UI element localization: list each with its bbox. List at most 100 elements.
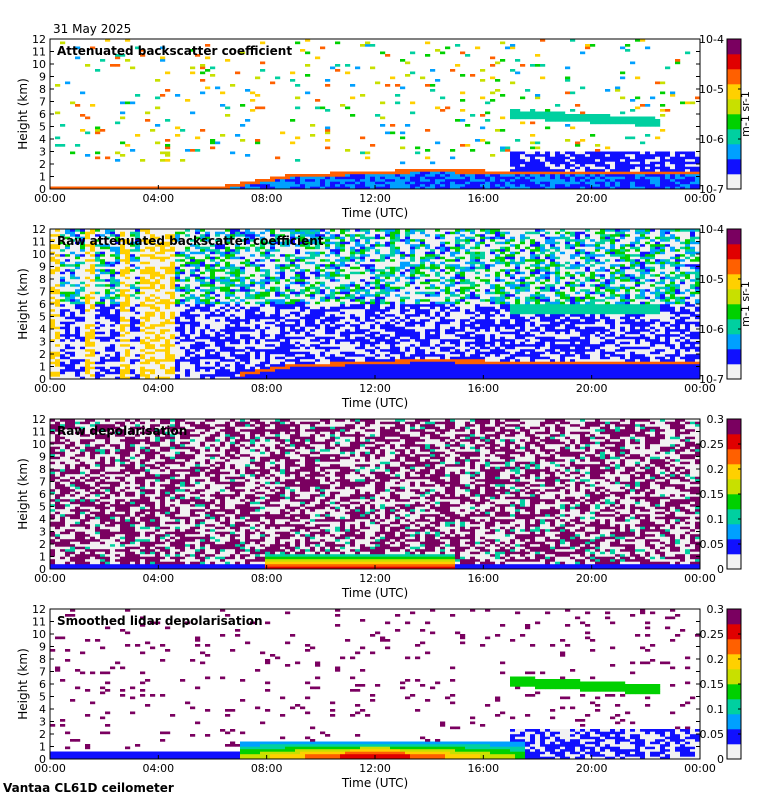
heatmap-cell bbox=[260, 339, 266, 342]
heatmap-cell bbox=[205, 296, 211, 300]
heatmap-cell bbox=[275, 376, 281, 380]
heatmap-cell bbox=[400, 171, 406, 175]
heatmap-cell bbox=[280, 304, 286, 307]
heatmap-cell bbox=[500, 171, 506, 175]
y-tick-label: 6 bbox=[39, 108, 46, 121]
heatmap-cell bbox=[245, 371, 251, 375]
heatmap-cell bbox=[75, 271, 81, 275]
heatmap-cell bbox=[190, 279, 196, 282]
heatmap-cell bbox=[665, 169, 671, 172]
y-tick-label: 11 bbox=[32, 46, 46, 59]
heatmap-cell bbox=[170, 339, 176, 342]
heatmap-cell bbox=[210, 356, 216, 360]
heatmap-cell bbox=[415, 151, 421, 155]
heatmap-cell bbox=[50, 359, 56, 362]
heatmap-cell bbox=[155, 324, 161, 327]
heatmap-cell bbox=[620, 171, 626, 175]
heatmap-cell bbox=[605, 166, 611, 170]
heatmap-cell bbox=[305, 346, 311, 350]
heatmap-cell bbox=[190, 271, 196, 275]
heatmap-cell bbox=[210, 249, 216, 252]
heatmap-cell bbox=[235, 284, 241, 287]
heatmap-cell bbox=[320, 354, 326, 357]
heatmap-cell bbox=[75, 296, 81, 300]
heatmap-cell bbox=[290, 301, 296, 305]
heatmap-cell bbox=[80, 336, 86, 340]
heatmap-cell bbox=[210, 141, 216, 145]
heatmap-cell bbox=[85, 294, 91, 297]
heatmap-cell bbox=[565, 174, 571, 177]
heatmap-cell bbox=[380, 171, 386, 175]
heatmap-cell bbox=[295, 279, 301, 282]
heatmap-cell bbox=[400, 169, 406, 172]
heatmap-cell bbox=[150, 234, 156, 237]
heatmap-cell bbox=[220, 249, 226, 252]
heatmap-cell bbox=[285, 174, 291, 177]
heatmap-cell bbox=[205, 341, 211, 345]
heatmap-cell bbox=[635, 186, 641, 190]
heatmap-cell bbox=[140, 241, 146, 245]
heatmap-cell bbox=[90, 334, 96, 337]
heatmap-cell bbox=[180, 354, 186, 357]
heatmap-cell bbox=[50, 336, 56, 340]
heatmap-cell bbox=[195, 314, 201, 317]
heatmap-cell bbox=[135, 236, 141, 240]
heatmap-cell bbox=[135, 186, 141, 190]
heatmap-cell bbox=[250, 251, 256, 255]
heatmap-cell bbox=[460, 119, 466, 122]
heatmap-cell bbox=[310, 316, 316, 320]
heatmap-cell bbox=[240, 301, 246, 305]
heatmap-cell bbox=[245, 279, 251, 282]
heatmap-cell bbox=[105, 39, 111, 42]
heatmap-cell bbox=[60, 314, 66, 317]
heatmap-cell bbox=[250, 316, 256, 320]
heatmap-cell bbox=[330, 341, 336, 345]
heatmap-cell bbox=[515, 181, 521, 185]
heatmap-cell bbox=[165, 89, 171, 92]
heatmap-cell bbox=[60, 229, 66, 232]
heatmap-cell bbox=[50, 264, 56, 267]
heatmap-cell bbox=[215, 306, 221, 310]
heatmap-cell bbox=[510, 69, 516, 72]
heatmap-cell bbox=[110, 356, 116, 360]
heatmap-cell bbox=[175, 364, 181, 367]
heatmap-cell bbox=[185, 249, 191, 252]
heatmap-cell bbox=[280, 366, 286, 370]
heatmap-cell bbox=[285, 179, 291, 182]
heatmap-cell bbox=[215, 289, 221, 292]
heatmap-cell bbox=[685, 154, 691, 157]
heatmap-cell bbox=[305, 321, 311, 325]
x-tick-label: 00:00 bbox=[34, 192, 66, 205]
heatmap-cell bbox=[315, 354, 321, 357]
heatmap-cell bbox=[180, 339, 186, 342]
heatmap-cell bbox=[115, 296, 121, 300]
heatmap-cell bbox=[95, 256, 101, 260]
heatmap-cell bbox=[105, 306, 111, 310]
heatmap-cell bbox=[305, 374, 311, 377]
heatmap-cell bbox=[65, 371, 71, 375]
heatmap-cell bbox=[125, 276, 131, 280]
heatmap-cell bbox=[585, 164, 591, 167]
heatmap-cell bbox=[145, 111, 151, 115]
heatmap-cell bbox=[350, 171, 356, 175]
heatmap-cell bbox=[330, 254, 336, 257]
heatmap-cell bbox=[90, 351, 96, 355]
heatmap-cell bbox=[620, 121, 626, 125]
heatmap-cell bbox=[365, 41, 371, 45]
x-tick-label: 16:00 bbox=[467, 192, 499, 205]
heatmap-cell bbox=[300, 261, 306, 265]
heatmap-cell bbox=[225, 261, 231, 265]
heatmap-cell bbox=[375, 181, 381, 185]
heatmap-cell bbox=[300, 281, 306, 285]
heatmap-cell bbox=[250, 249, 256, 252]
heatmap-cell bbox=[205, 334, 211, 337]
heatmap-cell bbox=[65, 286, 71, 290]
heatmap-cell bbox=[145, 119, 151, 122]
heatmap-cell bbox=[105, 321, 111, 325]
heatmap-cell bbox=[215, 279, 221, 282]
heatmap-cell bbox=[360, 171, 366, 175]
heatmap-cell bbox=[265, 369, 271, 372]
heatmap-cell bbox=[140, 376, 146, 380]
heatmap-cell bbox=[310, 254, 316, 257]
heatmap-cell bbox=[330, 181, 336, 185]
